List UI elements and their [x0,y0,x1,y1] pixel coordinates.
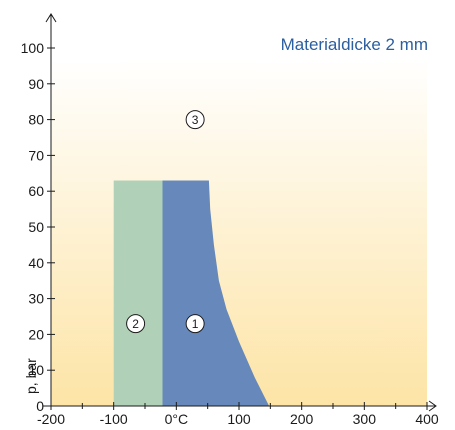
x-tick-label: 0°C [165,411,189,427]
regions-layer [113,180,270,406]
y-tick-label: 30 [28,291,44,307]
chart-title: Materialdicke 2 mm [281,35,428,54]
y-tick-label: 100 [21,40,45,56]
x-tick-label: 300 [353,411,377,427]
y-tick-label: 60 [28,183,44,199]
zone-label-3: 3 [192,113,199,127]
x-tick-label: -200 [37,411,65,427]
x-tick-label: -100 [100,411,128,427]
x-tick-label: 200 [290,411,314,427]
zone-label-circle-3 [185,110,205,130]
region-1 [162,180,270,406]
zone-labels-layer: 2 1 3 [126,110,205,334]
zone-label-1: 1 [192,317,199,331]
zone-label-circle-1 [185,314,205,334]
region-2 [113,180,163,406]
zone-label-circle-2 [126,314,146,334]
y-tick-label: 0 [36,398,44,414]
axes-layer: -200 -100 0°C 100 200 300 400 0 10 20 30 40 50 60 70 80… [21,13,439,427]
y-tick-label: 20 [28,326,44,342]
y-axis-arrow [45,13,57,23]
y-axis-label: p, bar [23,358,39,394]
x-tick-label: 400 [415,411,439,427]
zone-label-2: 2 [132,317,139,331]
x-tick-label: 100 [227,411,251,427]
y-tick-label: 70 [28,147,44,163]
y-tick-label: 10 [28,362,44,378]
y-tick-label: 80 [28,112,44,128]
y-tick-label: 50 [28,219,44,235]
y-tick-label: 90 [28,76,44,92]
y-tick-label: 40 [28,255,44,271]
x-axis-arrow [428,400,437,412]
